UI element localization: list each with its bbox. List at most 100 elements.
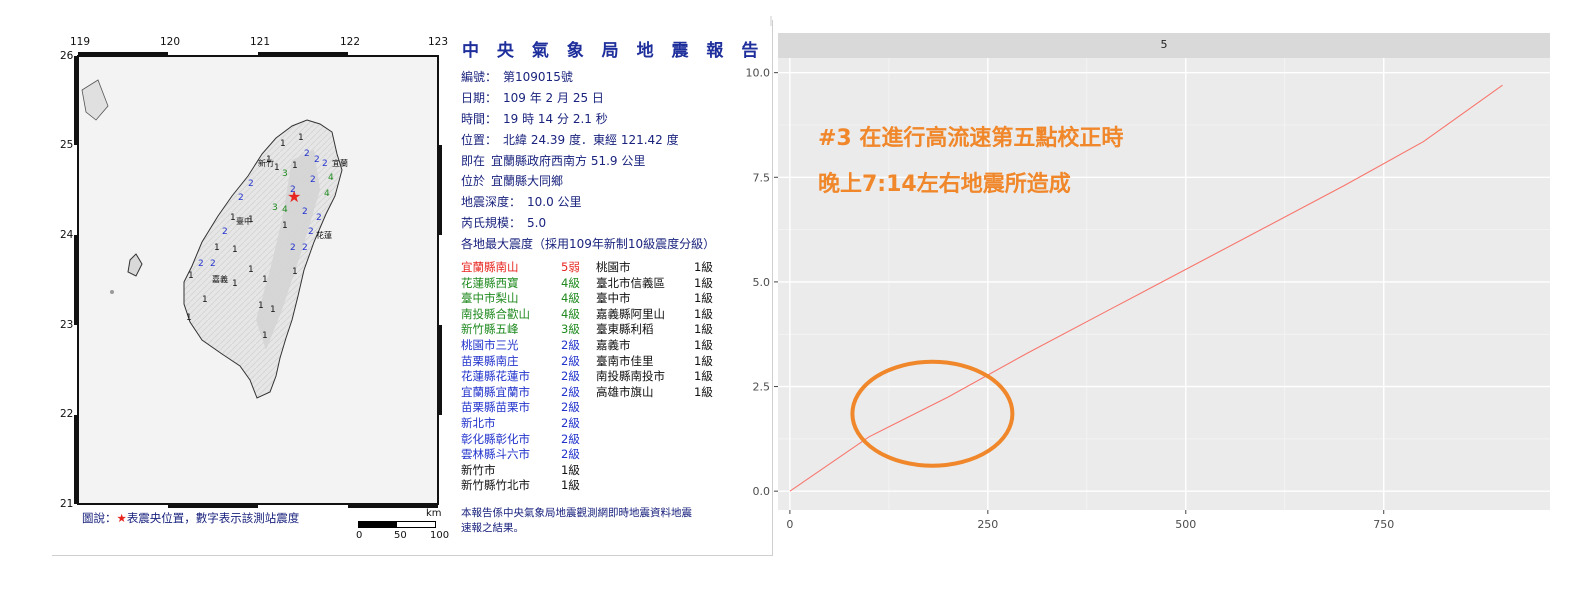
station-level: 2級 — [561, 369, 580, 384]
station-name: 新竹縣竹北市 — [461, 478, 530, 493]
facet-label: 5 — [1160, 38, 1168, 51]
station-intensity-marker: 1 — [282, 221, 288, 231]
station-intensity-marker: 2 — [290, 243, 296, 253]
station-intensity-marker: 1 — [292, 161, 298, 171]
station-row: 臺東縣利稻 1級 — [596, 322, 721, 338]
station-intensity-marker: 1 — [298, 133, 304, 143]
station-row: 花蓮縣西寶 4級 — [461, 276, 591, 292]
place-label: 花蓮 — [316, 231, 332, 240]
lat-tick: 25 — [60, 139, 74, 151]
place-label: 宜蘭 — [332, 159, 348, 168]
field-label: 時間： — [461, 112, 498, 126]
lon-tick: 121 — [250, 36, 271, 48]
station-table-left: 宜蘭縣南山 5弱 花蓮縣西寶 4級 臺中市梨山 4級 南投縣合歡山 4級 新竹縣五峰 3級 桃園市三… — [461, 260, 591, 494]
station-name: 彰化縣彰化市 — [461, 431, 530, 446]
lon-tick: 123 — [428, 36, 449, 48]
station-level: 2級 — [561, 353, 580, 368]
station-name: 花蓮縣西寶 — [461, 275, 519, 290]
lon-tick: 120 — [160, 36, 181, 48]
lat-tick: 26 — [60, 50, 74, 62]
station-row: 彰化縣彰化市 2級 — [461, 432, 591, 448]
station-intensity-marker: 1 — [262, 331, 268, 341]
station-level: 5弱 — [561, 260, 580, 274]
station-intensity-marker: 1 — [214, 243, 220, 253]
report-fields: 編號： 第109015號 日期： 109 年 2 月 25 日 時間： 19 時 14… — [461, 68, 715, 255]
station-intensity-marker: 1 — [258, 301, 264, 311]
station-row: 宜蘭縣宜蘭市 2級 — [461, 385, 591, 401]
lon-tick: 119 — [70, 36, 91, 48]
report-footnote: 本報告係中央氣象局地震觀測網即時地震資料地震速報之結果。 — [461, 507, 692, 534]
station-level: 1級 — [694, 291, 713, 306]
x-tick-label: 0 — [786, 518, 793, 531]
station-table-right: 桃園市 1級 臺北市信義區 1級 臺中市 1級 嘉義縣阿里山 1級 臺東縣利稻 1級 嘉義市 1級 臺南… — [596, 260, 721, 400]
station-intensity-marker: 1 — [280, 139, 286, 149]
field-value: 第109015號 — [503, 70, 573, 84]
station-row: 臺北市信義區 1級 — [596, 276, 721, 292]
series-layer — [789, 84, 1503, 492]
station-intensity-marker: 1 — [202, 295, 208, 305]
station-level: 1級 — [694, 369, 713, 384]
scale-label: 100 — [430, 530, 450, 541]
station-name: 新竹市 — [461, 462, 496, 477]
station-name: 苗栗縣南庄 — [461, 353, 519, 368]
station-name: 南投縣南投市 — [596, 369, 665, 384]
station-level: 1級 — [561, 462, 580, 477]
station-name: 臺東縣利稻 — [596, 322, 654, 337]
lat-tick: 24 — [60, 229, 74, 241]
station-row: 高雄市旗山 1級 — [596, 385, 721, 401]
station-intensity-marker: 4 — [328, 173, 334, 183]
station-intensity-marker: 2 — [308, 227, 314, 237]
field-label: 位於 — [461, 174, 486, 188]
place-label: 臺中 — [236, 217, 252, 226]
station-row: 苗栗縣苗栗市 2級 — [461, 400, 591, 416]
station-intensity-marker: 2 — [198, 259, 204, 269]
station-intensity-marker: 1 — [232, 279, 238, 289]
legend-text: 表震央位置，數字表示該測站震度 — [126, 511, 300, 525]
station-name: 臺南市佳里 — [596, 353, 654, 368]
station-name: 臺中市 — [596, 291, 631, 306]
station-level: 4級 — [561, 291, 580, 306]
field-value: 宜蘭縣大同鄉 — [491, 174, 564, 188]
station-name: 新竹縣五峰 — [461, 322, 519, 337]
field-label: 即在 — [461, 154, 486, 168]
station-level: 2級 — [561, 337, 580, 352]
field-label: 地震深度： — [461, 195, 522, 209]
map-legend: 圖說：★表震央位置，數字表示該測站震度 — [82, 510, 299, 526]
x-tick-label: 250 — [977, 518, 998, 531]
station-row: 嘉義縣阿里山 1級 — [596, 307, 721, 323]
field-relative: 即在 宜蘭縣政府西南方 51.9 公里 — [461, 152, 715, 172]
field-district: 位於 宜蘭縣大同鄉 — [461, 172, 715, 193]
lat-tick: 22 — [60, 408, 74, 420]
map-border-ticks — [74, 52, 442, 508]
station-row: 臺中市 1級 — [596, 291, 721, 307]
station-level: 2級 — [561, 400, 580, 415]
scale-label: 0 — [356, 530, 363, 541]
station-level: 1級 — [561, 478, 580, 493]
station-level: 1級 — [694, 384, 713, 399]
station-row: 花蓮縣花蓮市 2級 — [461, 369, 591, 385]
station-level: 2級 — [561, 431, 580, 446]
field-value: 北緯 24.39 度．東經 121.42 度 — [503, 133, 679, 147]
station-row: 桃園市三光 2級 — [461, 338, 591, 354]
station-row: 桃園市 1級 — [596, 260, 721, 276]
station-intensity-marker: 2 — [238, 193, 244, 203]
station-name: 臺中市梨山 — [461, 291, 519, 306]
station-intensity-marker: 1 — [230, 213, 236, 223]
y-tick-label: 10.0 — [746, 67, 771, 80]
station-level: 1級 — [694, 260, 713, 274]
station-intensity-marker: 3 — [272, 203, 278, 213]
station-name: 高雄市旗山 — [596, 384, 654, 399]
highlight-ellipse — [850, 359, 1015, 468]
station-row: 雲林縣斗六市 2級 — [461, 447, 591, 463]
station-row: 南投縣南投市 1級 — [596, 369, 721, 385]
field-label: 編號： — [461, 70, 498, 84]
station-level: 2級 — [561, 447, 580, 462]
station-intensity-marker: 1 — [266, 155, 272, 165]
x-tick-label: 500 — [1175, 518, 1196, 531]
field-date: 日期： 109 年 2 月 25 日 — [461, 89, 715, 110]
station-name: 新北市 — [461, 415, 496, 430]
station-intensity-marker: 2 — [222, 227, 228, 237]
place-label: 嘉義 — [212, 275, 228, 284]
y-axis: 0.0 2.5 5.0 7.5 10.0 — [746, 67, 778, 498]
